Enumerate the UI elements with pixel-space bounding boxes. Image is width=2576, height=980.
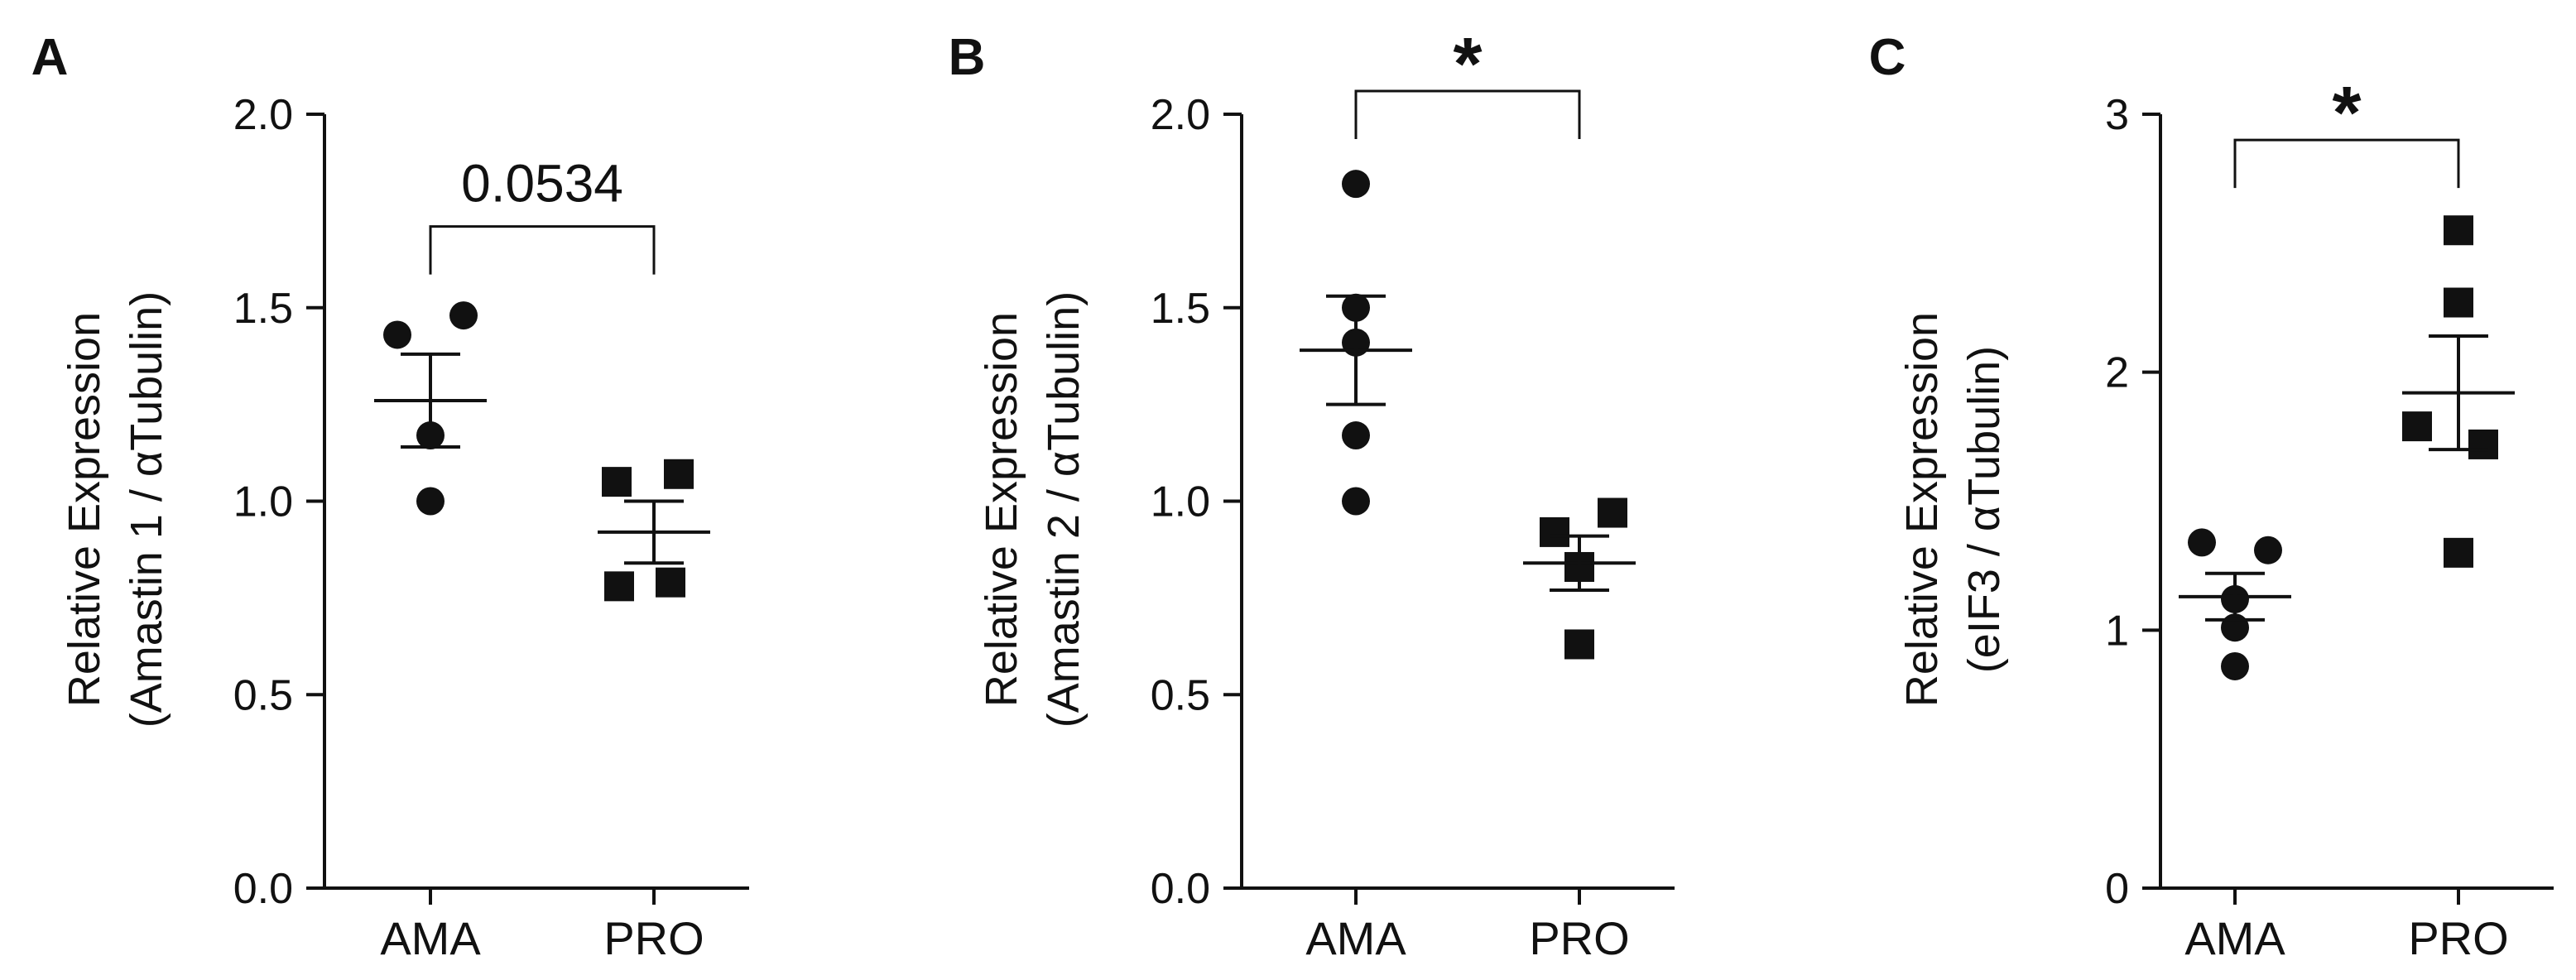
panel-a-ytick-label: 2.0 bbox=[233, 91, 293, 139]
panel-c-xtick-label: PRO bbox=[2408, 912, 2508, 964]
panel-a-point-pro bbox=[602, 467, 632, 497]
panel-c-point-ama bbox=[2221, 651, 2249, 680]
panel-b-ylabel-line1: Relative Expression bbox=[977, 312, 1026, 707]
panel-c-point-pro bbox=[2444, 537, 2473, 568]
panel-c-significance-bracket bbox=[2233, 138, 2460, 189]
panel-a-significance-bracket bbox=[429, 225, 656, 275]
panel-b-ytick-label: 0.0 bbox=[1151, 865, 1210, 913]
panel-b-significance-label: * bbox=[1453, 23, 1482, 106]
panel-b-ytick-label: 1.0 bbox=[1151, 478, 1210, 526]
panel-b-ylabel-line2: (Amastin 2 / αTubulin) bbox=[1039, 291, 1089, 728]
panel-a-ytick-label: 1.5 bbox=[233, 285, 293, 333]
panel-c-label: C bbox=[1869, 29, 1906, 86]
panel-c-ylabel-line2: (eIF3 / αTubulin) bbox=[1959, 346, 2009, 673]
panel-b-ytick-label: 1.5 bbox=[1151, 285, 1210, 333]
panel-a-point-ama bbox=[416, 487, 445, 516]
panel-a-ytick-label: 0.0 bbox=[233, 865, 293, 913]
panel-b-point-ama bbox=[1342, 487, 1370, 516]
panel-c-ytick-label: 2 bbox=[2105, 349, 2129, 397]
panel-c-ytick-label: 0 bbox=[2105, 865, 2129, 913]
panel-c-significance-label: * bbox=[2332, 72, 2361, 155]
panel-a-point-ama bbox=[449, 301, 478, 330]
panel-b-xtick-label: AMA bbox=[1305, 912, 1406, 964]
panel-c-point-ama bbox=[2188, 528, 2216, 557]
panel-a-point-pro bbox=[664, 459, 694, 489]
panel-a-significance-label: 0.0534 bbox=[461, 154, 623, 214]
panel-a-ytick-label: 1.0 bbox=[233, 478, 293, 526]
panel-b-xtick-label: PRO bbox=[1529, 912, 1629, 964]
panel-a-point-pro bbox=[604, 571, 634, 602]
panel-a-point-pro bbox=[656, 567, 685, 598]
panel-b-point-pro bbox=[1598, 497, 1627, 528]
panel-b-significance-bracket bbox=[1354, 89, 1581, 139]
panel-a-point-ama bbox=[383, 320, 411, 349]
panel-a-ylabel-line1: Relative Expression bbox=[60, 312, 109, 707]
panel-c-ylabel-line1: Relative Expression bbox=[1897, 312, 1947, 707]
panel-b-label: B bbox=[949, 29, 986, 86]
panel-b-point-ama bbox=[1342, 421, 1370, 450]
panel-a-xtick-label: PRO bbox=[603, 912, 704, 964]
panel-c-ytick-label: 3 bbox=[2105, 91, 2129, 139]
panel-c-xtick-label: AMA bbox=[2184, 912, 2285, 964]
panel-b-point-pro bbox=[1540, 516, 1569, 547]
panel-b-point-pro bbox=[1564, 629, 1594, 660]
panel-c-point-pro bbox=[2468, 429, 2498, 459]
panel-a-ylabel-line2: (Amastin 1 / αTubulin) bbox=[122, 291, 171, 728]
panel-c-point-pro bbox=[2444, 287, 2473, 318]
panel-a-label: A bbox=[31, 29, 69, 86]
panel-a-ytick-label: 0.5 bbox=[233, 671, 293, 719]
panel-c-point-pro bbox=[2402, 411, 2432, 442]
panel-b-ytick-label: 0.5 bbox=[1151, 671, 1210, 719]
panel-a-xtick-label: AMA bbox=[380, 912, 481, 964]
panel-c-point-ama bbox=[2254, 536, 2282, 564]
panel-b-point-ama bbox=[1342, 170, 1370, 199]
panel-c-ytick-label: 1 bbox=[2105, 607, 2129, 655]
panel-c-point-pro bbox=[2444, 215, 2473, 246]
panel-b-ytick-label: 2.0 bbox=[1151, 91, 1210, 139]
